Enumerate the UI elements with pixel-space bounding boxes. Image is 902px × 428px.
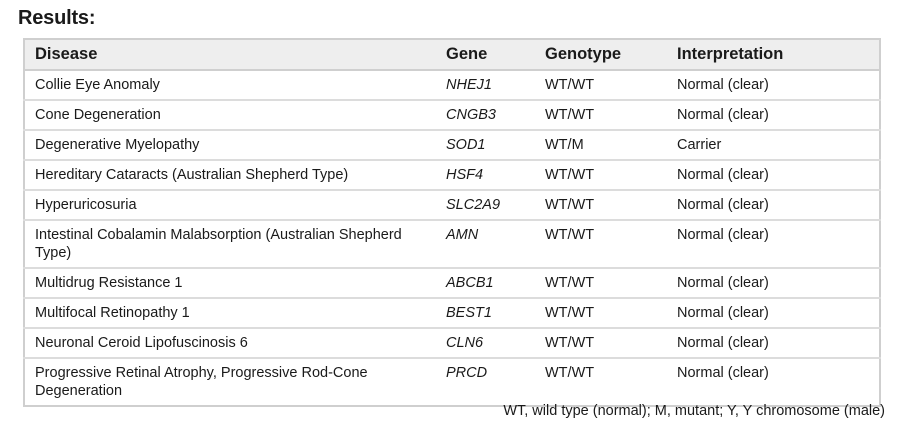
interpretation-cell: Normal (clear) — [667, 268, 880, 299]
table-row: Hereditary Cataracts (Australian Shepher… — [24, 160, 880, 191]
interpretation-cell: Normal (clear) — [667, 220, 880, 269]
genotype-cell: WT/M — [535, 130, 667, 161]
disease-cell: Progressive Retinal Atrophy, Progressive… — [35, 365, 368, 399]
interpretation-cell: Normal (clear) — [677, 365, 769, 381]
interpretation-cell: Normal (clear) — [667, 70, 880, 101]
gene-cell: CNGB3 — [436, 100, 535, 131]
page-title: Results: — [18, 7, 96, 29]
table-header-row: Disease Gene Genotype Interpretation — [24, 39, 880, 71]
gene-cell: BEST1 — [436, 298, 535, 329]
table-row: Collie Eye Anomaly NHEJ1 WT/WT Normal (clea… — [24, 70, 880, 101]
disease-cell: Multidrug Resistance 1 — [24, 268, 436, 299]
gene-cell: SOD1 — [436, 130, 535, 161]
table-row: Cone Degeneration CNGB3 WT/WT Normal (clear… — [24, 100, 880, 131]
table-row: Intestinal Cobalamin Malabsorption (Aust… — [24, 220, 880, 269]
results-table: Disease Gene Genotype Interpretation Col… — [23, 38, 881, 407]
disease-cell: Hereditary Cataracts (Australian Shepher… — [24, 160, 436, 191]
genotype-cell: WT/WT — [535, 100, 667, 131]
disease-cell: Multifocal Retinopathy 1 — [24, 298, 436, 329]
table-row: Neuronal Ceroid Lipofuscinosis 6 CLN6 WT/W… — [24, 328, 880, 359]
disease-cell: Hyperuricosuria — [24, 190, 436, 221]
gene-cell: AMN — [436, 220, 535, 269]
column-header-gene: Gene — [436, 39, 535, 71]
table-row: Progressive Retinal Atrophy, Progressive… — [24, 358, 880, 406]
genotype-cell: WT/WT — [535, 220, 667, 269]
interpretation-cell: Carrier — [667, 130, 880, 161]
genotype-cell: WT/WT — [535, 70, 667, 101]
column-header-interpretation: Interpretation — [667, 39, 880, 71]
genotype-cell: WT/WT — [545, 365, 595, 381]
gene-cell: NHEJ1 — [436, 70, 535, 101]
gene-cell: ABCB1 — [436, 268, 535, 299]
gene-cell: SLC2A9 — [436, 190, 535, 221]
gene-cell: PRCD — [446, 365, 488, 381]
disease-cell: Neuronal Ceroid Lipofuscinosis 6 — [24, 328, 436, 359]
footnote: WT, wild type (normal); M, mutant; Y, Y … — [503, 403, 885, 419]
genotype-cell: WT/WT — [535, 328, 667, 359]
interpretation-cell: Normal (clear) — [667, 100, 880, 131]
table-row: Hyperuricosuria SLC2A9 WT/WT Normal (clear) — [24, 190, 880, 221]
column-header-genotype: Genotype — [535, 39, 667, 71]
table-row: Multidrug Resistance 1 ABCB1 WT/WT Normal (… — [24, 268, 880, 299]
interpretation-cell: Normal (clear) — [667, 298, 880, 329]
gene-cell: HSF4 — [436, 160, 535, 191]
interpretation-cell: Normal (clear) — [667, 160, 880, 191]
column-header-disease: Disease — [24, 39, 436, 71]
genotype-cell: WT/WT — [535, 160, 667, 191]
disease-cell: Degenerative Myelopathy — [24, 130, 436, 161]
disease-cell: Collie Eye Anomaly — [24, 70, 436, 101]
genotype-cell: WT/WT — [535, 268, 667, 299]
genotype-cell: WT/WT — [535, 298, 667, 329]
disease-cell: Cone Degeneration — [24, 100, 436, 131]
genotype-cell: WT/WT — [535, 190, 667, 221]
interpretation-cell: Normal (clear) — [667, 190, 880, 221]
gene-cell: CLN6 — [436, 328, 535, 359]
table-body: Collie Eye Anomaly NHEJ1 WT/WT Normal (clea… — [24, 70, 880, 406]
interpretation-cell: Normal (clear) — [667, 328, 880, 359]
table-row: Multifocal Retinopathy 1 BEST1 WT/WT Normal… — [24, 298, 880, 329]
table-row: Degenerative Myelopathy SOD1 WT/M Carrier — [24, 130, 880, 161]
disease-cell: Intestinal Cobalamin Malabsorption (Aust… — [24, 220, 436, 269]
